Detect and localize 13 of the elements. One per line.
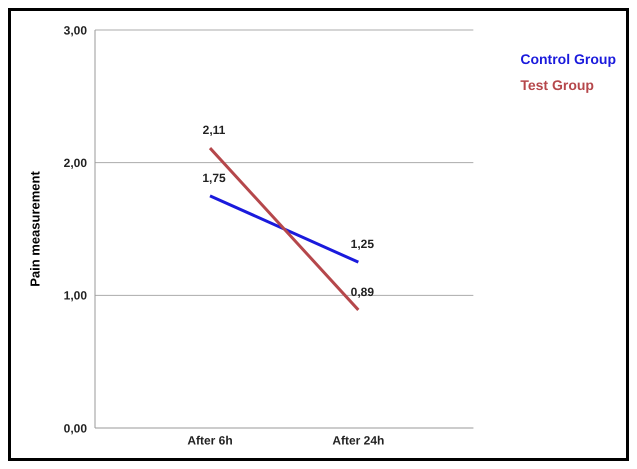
data-label: 2,11 [202,123,226,138]
text: Control Group [520,51,616,67]
x-tick-label: After 24h [332,434,384,448]
y-axis-title: Pain measurement [28,170,43,287]
data-label: 1,75 [202,170,226,185]
data-label: 1,25 [350,237,374,252]
x-tick-label: After 6h [187,434,233,448]
y-tick-label: 3,00 [64,23,88,38]
data-label: 0,89 [350,284,374,299]
y-tick-label: 2,00 [64,156,88,170]
text: Test Group [520,77,594,93]
y-tick-label: 1,00 [64,288,88,303]
y-tick-label: 0,00 [64,421,88,436]
